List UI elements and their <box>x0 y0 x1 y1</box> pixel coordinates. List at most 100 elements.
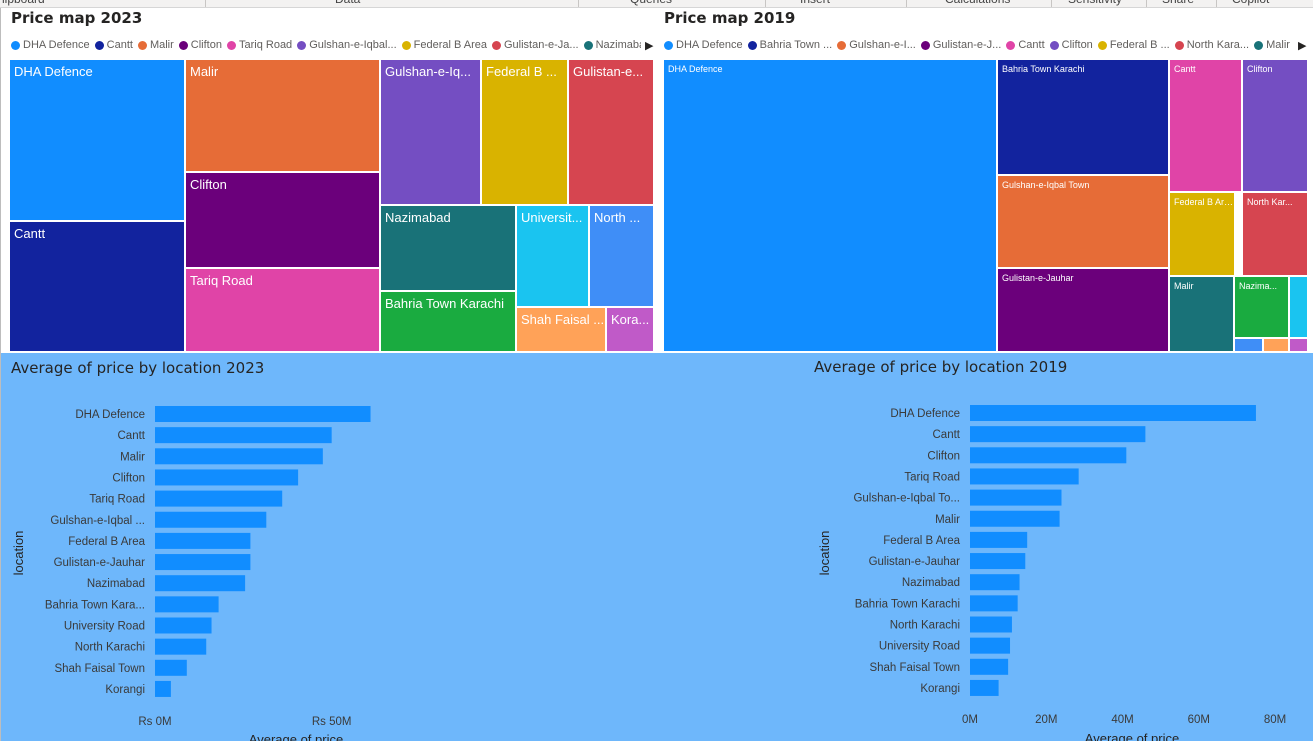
category-label: North Karachi <box>890 620 960 632</box>
legend-item[interactable]: DHA Defence <box>11 39 90 51</box>
legend-item[interactable]: Federal B Area <box>401 39 487 51</box>
bar <box>970 553 1026 570</box>
treemap-tile[interactable]: Gulshan-e-Iq... <box>380 59 481 205</box>
treemap-tile[interactable]: Malir <box>1169 276 1234 352</box>
category-label: Federal B Area <box>883 535 960 547</box>
treemap-tile-label: DHA Defence <box>14 64 93 79</box>
ribbon-group-label: Data <box>335 0 360 6</box>
legend-item[interactable]: Gulshan-e-I... <box>837 39 916 51</box>
treemap-tile[interactable]: Universit... <box>516 205 589 307</box>
treemap-tile[interactable]: Bahria Town Karachi <box>380 291 516 352</box>
bar <box>155 427 332 444</box>
category-label: Gulistan-e-Jauhar <box>54 557 146 569</box>
treemap-tile[interactable]: Clifton <box>185 172 380 268</box>
category-label: Clifton <box>112 472 145 484</box>
treemap-tile[interactable] <box>1234 338 1263 352</box>
bar-2023-title: Average of price by location 2023 <box>11 359 265 377</box>
legend-next-arrow-icon[interactable]: ▶ <box>1298 40 1307 52</box>
legend-item[interactable]: DHA Defence <box>664 39 743 51</box>
treemap-tile[interactable]: Gulshan-e-Iqbal Town <box>997 175 1169 268</box>
legend-item[interactable]: Bahria Town ... <box>747 39 832 51</box>
legend-item[interactable]: Gulistan-e-Ja... <box>492 39 579 51</box>
bar <box>970 679 999 696</box>
legend-item[interactable]: Gulshan-e-Iqbal... <box>297 39 397 51</box>
legend-item[interactable]: Clifton <box>178 39 222 51</box>
category-label: Bahria Town Kara... <box>45 599 145 611</box>
ribbon-separator <box>1216 0 1217 7</box>
treemap-tile-label: Clifton <box>1247 64 1273 74</box>
treemap-tile[interactable]: Federal B ... <box>481 59 568 205</box>
treemap-tile[interactable]: Tariq Road <box>185 268 380 352</box>
category-label: DHA Defence <box>890 408 960 420</box>
treemap-tile[interactable] <box>1289 276 1308 338</box>
bar <box>155 659 187 676</box>
treemap-tile[interactable]: Bahria Town Karachi <box>997 59 1169 175</box>
ribbon-separator <box>1146 0 1147 7</box>
legend-item[interactable]: Cantt <box>1006 39 1045 51</box>
treemap-tile-label: Shah Faisal ... <box>521 312 605 327</box>
treemap-tile[interactable]: Malir <box>185 59 380 172</box>
treemap-tile[interactable]: Cantt <box>1169 59 1242 192</box>
treemap-tile[interactable]: Gulistan-e... <box>568 59 654 205</box>
category-label: Clifton <box>927 450 960 462</box>
category-label: Cantt <box>933 429 961 441</box>
bar <box>155 617 212 634</box>
treemap-tile[interactable]: Federal B Area <box>1169 192 1235 276</box>
treemap-tile-label: Malir <box>1174 281 1194 291</box>
legend-item[interactable]: Nazimabad <box>583 39 641 51</box>
bar <box>970 531 1028 548</box>
category-label: Korangi <box>920 683 960 695</box>
bar-charts-section: Average of price by location 2023 Averag… <box>1 353 1313 741</box>
legend-item[interactable]: Malir <box>1254 39 1290 51</box>
legend-marker <box>747 40 757 50</box>
treemap-tile[interactable]: Nazima... <box>1234 276 1289 338</box>
legend-item[interactable]: Tariq Road <box>226 39 293 51</box>
legend-marker <box>11 40 20 50</box>
legend-label: Tariq Road <box>238 39 293 51</box>
legend-item[interactable]: Clifton <box>1049 39 1093 51</box>
treemap-tile[interactable]: North Kar... <box>1242 192 1308 276</box>
ribbon-group-label: Calculations <box>945 0 1010 6</box>
treemap-tile[interactable]: Gulistan-e-Jauhar <box>997 268 1169 352</box>
tick-label: 0M <box>962 714 978 726</box>
category-label: Nazimabad <box>87 578 145 590</box>
treemap-tile[interactable]: Cantt <box>9 221 185 352</box>
treemap-tile-label: Gulistan-e-Jauhar <box>1002 273 1074 283</box>
category-label: Gulistan-e-Jauhar <box>869 556 961 568</box>
treemap-tile[interactable]: North ... <box>589 205 654 307</box>
bar <box>970 510 1060 527</box>
legend-item[interactable]: Cantt <box>94 39 133 51</box>
treemap-tile[interactable]: Nazimabad <box>380 205 516 291</box>
category-label: Tariq Road <box>904 471 960 483</box>
legend-marker <box>1049 40 1059 50</box>
legend-item[interactable]: North Kara... <box>1174 39 1249 51</box>
legend-marker <box>1254 40 1264 50</box>
bar <box>155 511 267 528</box>
tick-label: 20M <box>1035 714 1057 726</box>
treemap-tile[interactable]: DHA Defence <box>663 59 997 352</box>
treemap-tile[interactable] <box>1263 338 1289 352</box>
ribbon-separator <box>906 0 907 7</box>
treemap-tile[interactable] <box>1289 338 1308 352</box>
treemap-tile[interactable]: Kora... <box>606 307 654 352</box>
legend-next-arrow-icon[interactable]: ▶ <box>645 40 654 52</box>
bar <box>155 448 323 465</box>
legend-label: Clifton <box>1061 39 1093 51</box>
tick-label: Rs 0M <box>138 716 171 728</box>
treemap-tile[interactable]: Clifton <box>1242 59 1308 192</box>
treemap-2019-title: Price map 2019 <box>664 9 796 27</box>
bar <box>970 658 1009 675</box>
tick-label: 60M <box>1188 714 1210 726</box>
bar <box>970 637 1011 654</box>
treemap-tile[interactable]: DHA Defence <box>9 59 185 221</box>
legend-item[interactable]: Gulistan-e-J... <box>920 39 1001 51</box>
legend-item[interactable]: Federal B ... <box>1097 39 1170 51</box>
legend-marker <box>1174 40 1184 50</box>
bar <box>970 468 1079 485</box>
y-axis-title: location <box>11 531 26 576</box>
category-label: University Road <box>879 641 960 653</box>
legend-item[interactable]: Malir <box>137 39 174 51</box>
treemap-tile[interactable]: Shah Faisal ... <box>516 307 606 352</box>
treemap-tile-label: Malir <box>190 64 219 79</box>
treemap-tile-label: Gulistan-e... <box>573 64 644 79</box>
